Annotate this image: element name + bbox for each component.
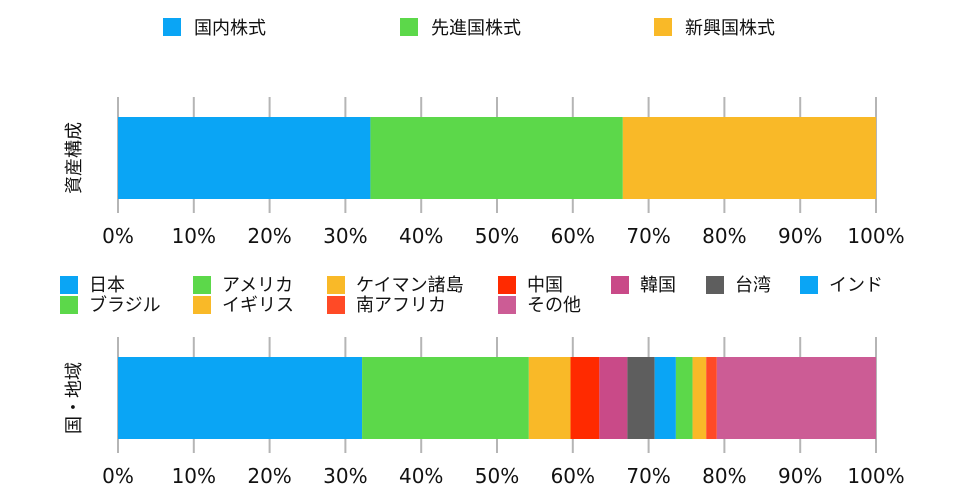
legend-label: 南アフリカ	[356, 295, 446, 316]
legend-swatch	[327, 296, 345, 314]
legend-label: 韓国	[640, 275, 676, 296]
legend-label: 国内株式	[194, 18, 266, 39]
x-tick-label: 60%	[551, 464, 595, 488]
bar-segment	[654, 357, 676, 439]
legend-label: インド	[829, 275, 883, 296]
x-tick-label: 100%	[847, 464, 904, 488]
bar-segment	[599, 357, 628, 439]
y-axis-label: 国・地域	[64, 362, 85, 434]
x-tick-label: 40%	[399, 464, 443, 488]
x-tick-label: 0%	[102, 464, 134, 488]
x-tick-label: 60%	[551, 224, 595, 248]
bar-segment	[675, 357, 693, 439]
x-tick-label: 100%	[847, 224, 904, 248]
legend-swatch	[654, 18, 672, 36]
x-tick-label: 40%	[399, 224, 443, 248]
bar-segment	[528, 357, 571, 439]
x-tick-label: 90%	[778, 464, 822, 488]
x-tick-label: 10%	[172, 464, 216, 488]
legend-swatch	[60, 296, 78, 314]
legend-label: 日本	[89, 275, 125, 296]
bar-segment	[692, 357, 707, 439]
bar-segment	[706, 357, 717, 439]
legend-swatch	[327, 276, 345, 294]
x-tick-label: 30%	[323, 464, 367, 488]
legend-label: 台湾	[735, 275, 771, 296]
legend-swatch	[498, 276, 516, 294]
legend-label: 先進国株式	[431, 18, 521, 39]
x-tick-label: 50%	[475, 464, 519, 488]
x-tick-label: 30%	[323, 224, 367, 248]
x-tick-label: 70%	[626, 464, 670, 488]
bar-segment	[362, 357, 529, 439]
x-tick-label: 90%	[778, 224, 822, 248]
legend-swatch	[193, 276, 211, 294]
legend-label: 中国	[527, 275, 563, 296]
x-tick-label: 10%	[172, 224, 216, 248]
legend-swatch	[611, 276, 629, 294]
bar-segment	[118, 117, 371, 199]
legend-label: アメリカ	[222, 275, 293, 296]
legend-label: ケイマン諸島	[356, 275, 464, 296]
bar-segment	[627, 357, 655, 439]
legend-label: イギリス	[222, 295, 294, 316]
legend-swatch	[163, 18, 181, 36]
legend-label: ブラジル	[89, 294, 161, 316]
bar-segment	[370, 117, 623, 199]
legend-swatch	[800, 276, 818, 294]
legend-swatch	[498, 296, 516, 314]
bar-segment	[716, 357, 876, 439]
legend-label: 新興国株式	[685, 18, 775, 39]
bar-segment	[622, 117, 876, 199]
x-tick-label: 80%	[702, 224, 746, 248]
legend-swatch	[60, 276, 78, 294]
x-tick-label: 0%	[102, 224, 134, 248]
bar-segment	[118, 357, 363, 439]
x-tick-label: 50%	[475, 224, 519, 248]
x-tick-label: 70%	[626, 224, 670, 248]
x-tick-label: 80%	[702, 464, 746, 488]
legend-swatch	[400, 18, 418, 36]
x-tick-label: 20%	[247, 464, 291, 488]
legend-swatch	[706, 276, 724, 294]
legend-swatch	[193, 296, 211, 314]
y-axis-label: 資産構成	[64, 122, 85, 194]
legend-label: その他	[527, 295, 581, 316]
x-tick-label: 20%	[247, 224, 291, 248]
bar-segment	[570, 357, 600, 439]
